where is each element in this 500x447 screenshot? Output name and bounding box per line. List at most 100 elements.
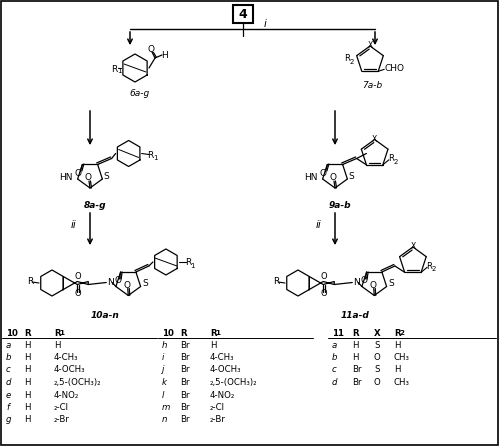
Text: O: O xyxy=(124,281,131,290)
Text: m: m xyxy=(162,403,170,412)
Text: H: H xyxy=(24,391,30,400)
Text: X: X xyxy=(368,42,372,51)
Text: Br: Br xyxy=(180,353,190,362)
Text: H: H xyxy=(352,353,358,362)
Text: O: O xyxy=(321,272,328,281)
Text: CH₃: CH₃ xyxy=(394,353,410,362)
Text: ii: ii xyxy=(316,220,322,230)
Text: S: S xyxy=(374,366,380,375)
Text: N: N xyxy=(353,278,360,287)
Text: n: n xyxy=(162,416,168,425)
Text: R: R xyxy=(394,329,400,337)
Text: i: i xyxy=(162,353,164,362)
Text: R: R xyxy=(54,329,60,337)
Text: H: H xyxy=(24,353,30,362)
Text: j: j xyxy=(162,366,164,375)
Text: 4-NO₂: 4-NO₂ xyxy=(210,391,236,400)
Text: h: h xyxy=(162,341,168,350)
Text: R: R xyxy=(24,329,30,337)
Text: 4-CH₃: 4-CH₃ xyxy=(54,353,78,362)
Text: ₂,5-(OCH₃)₂: ₂,5-(OCH₃)₂ xyxy=(54,378,102,387)
Text: Br: Br xyxy=(352,378,362,387)
Text: R: R xyxy=(388,154,394,163)
Text: 1: 1 xyxy=(59,330,64,336)
Text: N: N xyxy=(107,278,114,287)
Text: l: l xyxy=(162,391,164,400)
Text: 7a-b: 7a-b xyxy=(362,81,382,90)
Text: H: H xyxy=(394,341,400,350)
Text: H: H xyxy=(24,341,30,350)
Text: 4-OCH₃: 4-OCH₃ xyxy=(54,366,86,375)
Text: 11: 11 xyxy=(332,329,344,337)
Text: ₂,5-(OCH₃)₂: ₂,5-(OCH₃)₂ xyxy=(210,378,258,387)
Text: O: O xyxy=(75,289,82,298)
Text: O: O xyxy=(370,281,377,290)
Text: R: R xyxy=(210,329,216,337)
Text: H: H xyxy=(24,366,30,375)
Text: Br: Br xyxy=(352,366,362,375)
Text: HN: HN xyxy=(304,173,318,181)
Text: 11a-d: 11a-d xyxy=(340,311,370,320)
Text: O: O xyxy=(374,353,381,362)
Text: 4-OCH₃: 4-OCH₃ xyxy=(210,366,242,375)
Text: S: S xyxy=(104,172,109,181)
Text: k: k xyxy=(162,378,167,387)
Text: O: O xyxy=(114,277,121,286)
Text: H: H xyxy=(394,366,400,375)
Text: O: O xyxy=(330,173,336,182)
Text: O: O xyxy=(75,272,82,281)
Text: g: g xyxy=(6,416,12,425)
Text: ₂-Cl: ₂-Cl xyxy=(54,403,69,412)
Text: ii: ii xyxy=(71,220,77,230)
Text: 8a-g: 8a-g xyxy=(84,201,106,210)
Text: 1: 1 xyxy=(190,263,195,269)
Text: e: e xyxy=(6,391,11,400)
Text: H: H xyxy=(24,378,30,387)
Text: R: R xyxy=(426,262,432,271)
Text: ₂-Cl: ₂-Cl xyxy=(210,403,225,412)
Text: O: O xyxy=(148,45,154,54)
Text: Br: Br xyxy=(180,391,190,400)
Text: H: H xyxy=(162,51,168,59)
Text: 9a-b: 9a-b xyxy=(328,201,351,210)
Text: R: R xyxy=(352,329,358,337)
Text: 2: 2 xyxy=(394,159,398,165)
Text: O: O xyxy=(374,378,381,387)
Text: R: R xyxy=(344,54,349,63)
Text: S: S xyxy=(388,279,394,288)
Text: R: R xyxy=(148,151,154,160)
Text: O: O xyxy=(84,173,91,182)
Text: 2: 2 xyxy=(350,59,354,65)
Text: X: X xyxy=(374,329,380,337)
Text: d: d xyxy=(332,378,338,387)
Text: S: S xyxy=(374,341,380,350)
Text: 4: 4 xyxy=(238,8,248,21)
Text: 2: 2 xyxy=(432,266,436,272)
Text: O: O xyxy=(320,169,327,178)
Text: O: O xyxy=(360,277,367,286)
Text: R: R xyxy=(111,64,117,73)
Text: c: c xyxy=(332,366,337,375)
Text: H: H xyxy=(352,341,358,350)
Text: X: X xyxy=(372,135,378,144)
Text: a: a xyxy=(332,341,337,350)
Text: Br: Br xyxy=(180,403,190,412)
Text: d: d xyxy=(6,378,12,387)
Text: S: S xyxy=(142,279,148,288)
Text: b: b xyxy=(332,353,338,362)
Text: R: R xyxy=(180,329,186,337)
Text: 4-CH₃: 4-CH₃ xyxy=(210,353,234,362)
Text: 6a-g: 6a-g xyxy=(130,89,150,98)
Text: ₂-Br: ₂-Br xyxy=(54,416,70,425)
Text: S: S xyxy=(348,172,354,181)
Text: 10: 10 xyxy=(162,329,174,337)
Text: 10a-n: 10a-n xyxy=(90,311,120,320)
Text: X: X xyxy=(410,242,416,252)
Text: CHO: CHO xyxy=(384,64,404,73)
Text: 1: 1 xyxy=(117,68,121,74)
Text: ₂-Br: ₂-Br xyxy=(210,416,226,425)
Text: H: H xyxy=(24,416,30,425)
Text: 1: 1 xyxy=(215,330,220,336)
Text: O: O xyxy=(75,169,82,178)
Text: Br: Br xyxy=(180,378,190,387)
